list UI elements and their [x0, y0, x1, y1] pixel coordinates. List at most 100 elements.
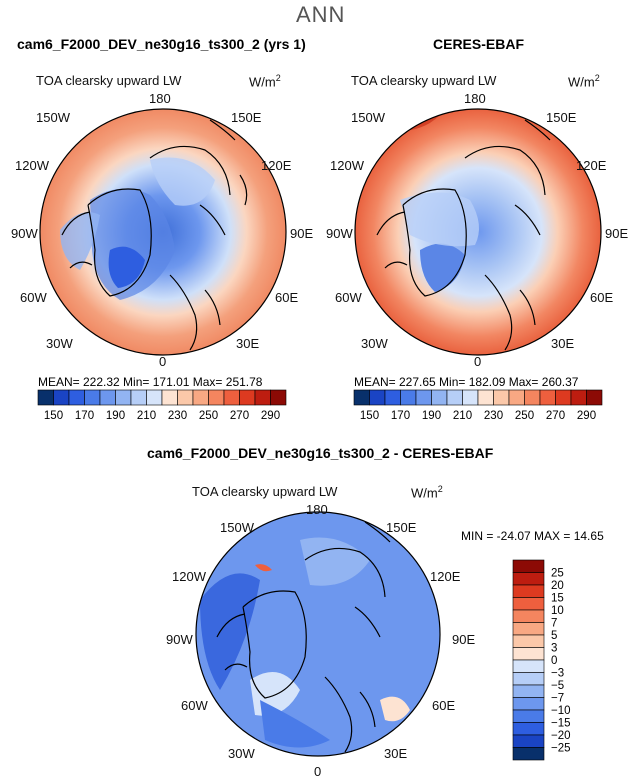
left-panel-title: cam6_F2000_DEV_ne30g16_ts300_2 (yrs 1)	[17, 36, 306, 52]
diff-lon-90w: 90W	[166, 632, 193, 647]
right-lon-150e: 150E	[546, 110, 577, 125]
colorbar-swatch	[239, 389, 256, 406]
colorbar-tick-label: 190	[106, 410, 125, 422]
colorbar-tick-label: 20	[551, 580, 564, 592]
right-panel-title: CERES-EBAF	[433, 36, 525, 52]
colorbar-swatch	[353, 389, 370, 406]
diff-panel-units: W/m2	[411, 484, 443, 501]
colorbar-tick-label: −10	[551, 705, 571, 717]
right-polar-map	[354, 108, 602, 356]
diff-lon-30w: 30W	[228, 746, 255, 761]
right-lon-60e: 60E	[590, 290, 614, 305]
colorbar-swatch	[493, 389, 510, 406]
diff-lon-90e: 90E	[452, 632, 476, 647]
colorbar-swatch	[462, 389, 479, 406]
colorbar-tick-label: −7	[551, 693, 564, 705]
right-lon-90e: 90E	[605, 226, 629, 241]
left-lon-60w: 60W	[20, 290, 47, 305]
colorbar-tick-label: 7	[551, 618, 557, 630]
colorbar-tick-label: 170	[391, 410, 410, 422]
diff-lon-60e: 60E	[432, 698, 456, 713]
colorbar-swatch	[512, 572, 545, 586]
right-lon-top: 180	[464, 91, 486, 106]
colorbar-tick-label: 230	[484, 410, 503, 422]
colorbar-swatch	[512, 647, 545, 661]
diff-lon-150w: 150W	[220, 520, 254, 535]
colorbar-tick-label: 290	[577, 410, 596, 422]
colorbar-swatch	[512, 672, 545, 686]
colorbar-swatch	[68, 389, 85, 406]
colorbar-swatch	[512, 597, 545, 611]
colorbar-swatch	[369, 389, 386, 406]
right-lon-bottom: 0	[474, 354, 482, 369]
colorbar-swatch	[254, 389, 271, 406]
colorbar-swatch	[130, 389, 147, 406]
super-title: ANN	[296, 2, 346, 27]
colorbar-swatch	[84, 389, 101, 406]
colorbar-swatch	[99, 389, 116, 406]
right-panel-units: W/m2	[568, 73, 600, 90]
left-lon-30w: 30W	[46, 336, 73, 351]
diff-panel-subtitle: TOA clearsky upward LW	[192, 484, 338, 499]
colorbar-tick-label: 15	[551, 593, 564, 605]
colorbar-swatch	[512, 634, 545, 648]
colorbar-swatch	[570, 389, 587, 406]
left-lon-120w: 120W	[15, 158, 49, 173]
colorbar-swatch	[512, 559, 545, 573]
colorbar-swatch	[524, 389, 541, 406]
colorbar-swatch	[512, 684, 545, 698]
diff-panel-stats: MIN = -24.07 MAX = 14.65	[461, 529, 604, 543]
colorbar-tick-label: 170	[75, 410, 94, 422]
left-colorbar: 150 170 190 210 230 250 270 290	[37, 389, 287, 422]
diff-lon-120e: 120E	[430, 569, 461, 584]
diff-lon-top: 180	[306, 502, 328, 517]
right-lon-30e: 30E	[551, 336, 575, 351]
colorbar-swatch	[512, 747, 545, 761]
colorbar-swatch	[415, 389, 432, 406]
diff-lon-60w: 60W	[181, 698, 208, 713]
left-lon-bottom: 0	[159, 354, 167, 369]
colorbar-tick-label: −20	[551, 730, 571, 742]
colorbar-tick-label: −25	[551, 743, 571, 755]
colorbar-swatch	[512, 584, 545, 598]
colorbar-tick-label: 0	[551, 655, 557, 667]
left-lon-90w: 90W	[11, 226, 38, 241]
right-lon-120e: 120E	[576, 158, 607, 173]
right-lon-60w: 60W	[335, 290, 362, 305]
colorbar-tick-label: 250	[199, 410, 218, 422]
colorbar-swatch	[384, 389, 401, 406]
diff-polar-map	[195, 511, 441, 757]
colorbar-swatch	[539, 389, 556, 406]
colorbar-tick-label: −15	[551, 718, 571, 730]
colorbar-swatch	[512, 722, 545, 736]
colorbar-swatch	[115, 389, 132, 406]
colorbar-tick-label: 210	[453, 410, 472, 422]
colorbar-swatch	[177, 389, 194, 406]
colorbar-swatch	[431, 389, 448, 406]
left-lon-60e: 60E	[275, 290, 299, 305]
left-polar-map	[39, 108, 287, 356]
colorbar-tick-label: −3	[551, 668, 564, 680]
left-panel-units: W/m2	[249, 73, 281, 90]
colorbar-tick-label: 270	[230, 410, 249, 422]
colorbar-swatch	[586, 389, 603, 406]
colorbar-swatch	[37, 389, 54, 406]
colorbar-tick-label: 210	[137, 410, 156, 422]
colorbar-swatch	[223, 389, 240, 406]
colorbar-swatch	[446, 389, 463, 406]
colorbar-swatch	[208, 389, 225, 406]
colorbar-swatch	[512, 734, 545, 748]
colorbar-tick-label: 3	[551, 643, 557, 655]
colorbar-tick-label: 5	[551, 630, 557, 642]
colorbar-tick-label: 190	[422, 410, 441, 422]
colorbar-tick-label: 230	[168, 410, 187, 422]
left-lon-30e: 30E	[236, 336, 260, 351]
colorbar-tick-label: 250	[515, 410, 534, 422]
colorbar-swatch	[53, 389, 70, 406]
diff-lon-30e: 30E	[384, 746, 408, 761]
colorbar-swatch	[512, 609, 545, 623]
colorbar-tick-label: −5	[551, 680, 564, 692]
left-panel-stats: MEAN= 222.32 Min= 171.01 Max= 251.78	[38, 375, 263, 389]
